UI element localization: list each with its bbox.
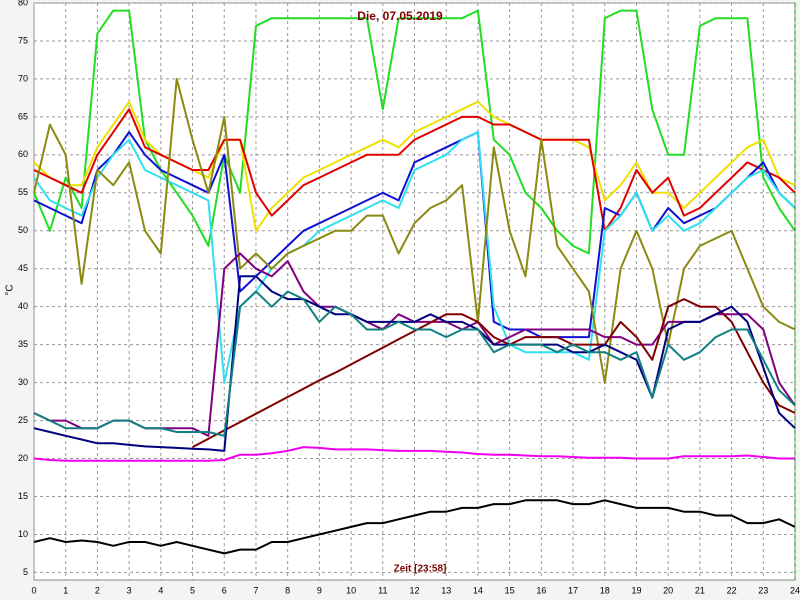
x-tick-label: 15 — [505, 585, 515, 595]
series-line — [33, 446, 795, 462]
x-tick-label: 18 — [600, 585, 610, 595]
series-line — [33, 131, 796, 339]
grid — [33, 2, 796, 580]
lines — [33, 9, 796, 555]
x-tick-label: 16 — [536, 585, 546, 595]
y-tick-label: 5 — [23, 567, 28, 577]
x-axis-label: Zeit [23:58] — [394, 564, 447, 575]
series-line — [33, 108, 796, 232]
series-line — [192, 298, 796, 448]
x-tick-label: 2 — [95, 585, 100, 595]
x-tick-label: 12 — [409, 585, 419, 595]
y-tick-label: 65 — [18, 111, 28, 121]
x-tick-label: 17 — [568, 585, 578, 595]
y-tick-label: 70 — [18, 73, 28, 83]
x-tick-label: 22 — [727, 585, 737, 595]
y-tick-label: 55 — [18, 187, 28, 197]
x-tick-label: 5 — [190, 585, 195, 595]
y-tick-label: 15 — [18, 491, 28, 501]
y-tick-label: 75 — [18, 35, 28, 45]
y-axis-label: °C — [5, 284, 16, 295]
y-tick-label: 80 — [18, 0, 28, 7]
x-tick-label: 19 — [631, 585, 641, 595]
x-tick-label: 1 — [63, 585, 68, 595]
x-tick-label: 11 — [378, 585, 387, 595]
chart-title: Die, 07.05.2019 — [357, 9, 443, 23]
x-tick-label: 13 — [441, 585, 451, 595]
y-tick-label: 50 — [18, 225, 28, 235]
y-tick-label: 25 — [18, 415, 28, 425]
x-tick-label: 6 — [222, 585, 227, 595]
x-tick-label: 7 — [253, 585, 258, 595]
y-tick-label: 30 — [18, 377, 28, 387]
y-tick-label: 40 — [18, 301, 28, 311]
y-tick-label: 20 — [18, 453, 28, 463]
x-tick-label: 3 — [127, 585, 132, 595]
x-tick-label: 21 — [695, 585, 705, 595]
series-line — [33, 290, 796, 437]
y-tick-label: 45 — [18, 263, 28, 273]
series-line — [33, 499, 796, 555]
series-line — [33, 275, 796, 452]
x-tick-label: 4 — [158, 585, 163, 595]
series-line — [33, 131, 796, 384]
x-tick-label: 10 — [346, 585, 356, 595]
y-tick-label: 60 — [18, 149, 28, 159]
x-tick-label: 24 — [790, 585, 800, 595]
x-tick-label: 20 — [663, 585, 673, 595]
x-tick-label: 0 — [31, 585, 36, 595]
y-tick-label: 35 — [18, 339, 28, 349]
x-tick-label: 23 — [758, 585, 768, 595]
x-tick-label: 9 — [317, 585, 322, 595]
y-tick-label: 10 — [18, 529, 28, 539]
x-tick-label: 14 — [473, 585, 483, 595]
x-tick-label: 8 — [285, 585, 290, 595]
